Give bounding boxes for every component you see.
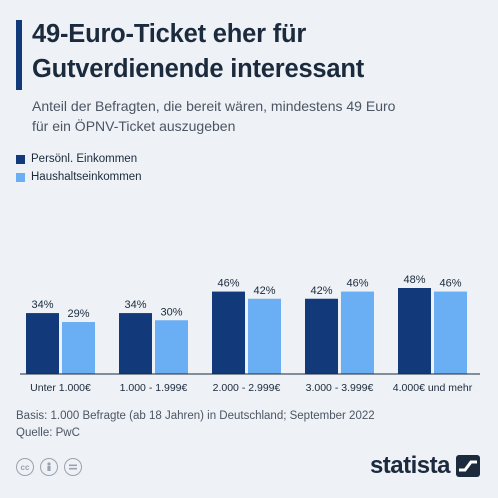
footer-source: Quelle: PwC bbox=[16, 427, 80, 439]
legend: Persönl. Einkommen Haushaltseinkommen bbox=[16, 150, 142, 186]
bar-household-0 bbox=[62, 322, 95, 374]
statista-logo[interactable]: statista bbox=[370, 452, 480, 480]
legend-swatch-personal bbox=[16, 154, 25, 164]
category-label-3: 3.000 - 3.999€ bbox=[306, 382, 374, 394]
bar-household-1 bbox=[155, 320, 188, 374]
data-label-personal-3: 42% bbox=[310, 285, 332, 297]
legend-item-personal: Persönl. Einkommen bbox=[16, 150, 142, 168]
data-label-household-3: 46% bbox=[346, 278, 368, 290]
bar-household-2 bbox=[248, 298, 281, 374]
bar-chart: 34% 29% Unter 1.000€ 34% 30% 1.000 - 1.999€ 46… bbox=[20, 274, 480, 394]
bar-household-4 bbox=[434, 291, 467, 374]
data-label-household-0: 29% bbox=[67, 308, 89, 320]
data-label-household-1: 30% bbox=[160, 306, 182, 318]
data-label-personal-4: 48% bbox=[403, 274, 425, 286]
data-label-personal-1: 34% bbox=[124, 299, 146, 311]
bar-personal-1 bbox=[119, 313, 152, 374]
data-label-personal-2: 46% bbox=[217, 278, 239, 290]
category-label-0: Unter 1.000€ bbox=[30, 382, 91, 394]
footer: Basis: 1.000 Befragte (ab 18 Jahren) in … bbox=[16, 408, 375, 442]
category-label-1: 1.000 - 1.999€ bbox=[120, 382, 188, 394]
category-label-2: 2.000 - 2.999€ bbox=[213, 382, 281, 394]
title-accent-bar bbox=[16, 20, 22, 90]
legend-label-household: Haushaltseinkommen bbox=[31, 171, 142, 183]
equals-icon[interactable] bbox=[64, 458, 82, 476]
license-icons: cc bbox=[16, 458, 82, 476]
footer-basis: Basis: 1.000 Befragte (ab 18 Jahren) in … bbox=[16, 410, 375, 422]
legend-swatch-household bbox=[16, 172, 25, 182]
brand-name: statista bbox=[369, 452, 451, 479]
bar-personal-2 bbox=[212, 291, 245, 374]
statista-mark-icon bbox=[456, 455, 480, 477]
legend-label-personal: Persönl. Einkommen bbox=[31, 153, 138, 165]
subtitle-line-2: für ein ÖPNV-Ticket auszugeben bbox=[32, 118, 236, 134]
data-label-household-2: 42% bbox=[253, 285, 275, 297]
chart-subtitle: Anteil der Befragten, die bereit wären, … bbox=[32, 96, 482, 136]
subtitle-line-1: Anteil der Befragten, die bereit wären, … bbox=[32, 98, 396, 114]
bar-household-3 bbox=[341, 291, 374, 374]
category-label-4: 4.000€ und mehr bbox=[393, 382, 473, 394]
chart-title: 49-Euro-Ticket eher für Gutverdienende i… bbox=[32, 17, 482, 87]
bar-personal-3 bbox=[305, 298, 338, 374]
data-label-household-4: 46% bbox=[439, 278, 461, 290]
legend-item-household: Haushaltseinkommen bbox=[16, 168, 142, 186]
title-line-2: Gutverdienende interessant bbox=[32, 55, 365, 83]
data-label-personal-0: 34% bbox=[31, 299, 53, 311]
bar-personal-0 bbox=[26, 313, 59, 374]
title-line-1: 49-Euro-Ticket eher für bbox=[32, 20, 307, 48]
bar-personal-4 bbox=[398, 288, 431, 374]
person-icon[interactable] bbox=[40, 458, 58, 476]
cc-icon[interactable]: cc bbox=[16, 458, 34, 476]
